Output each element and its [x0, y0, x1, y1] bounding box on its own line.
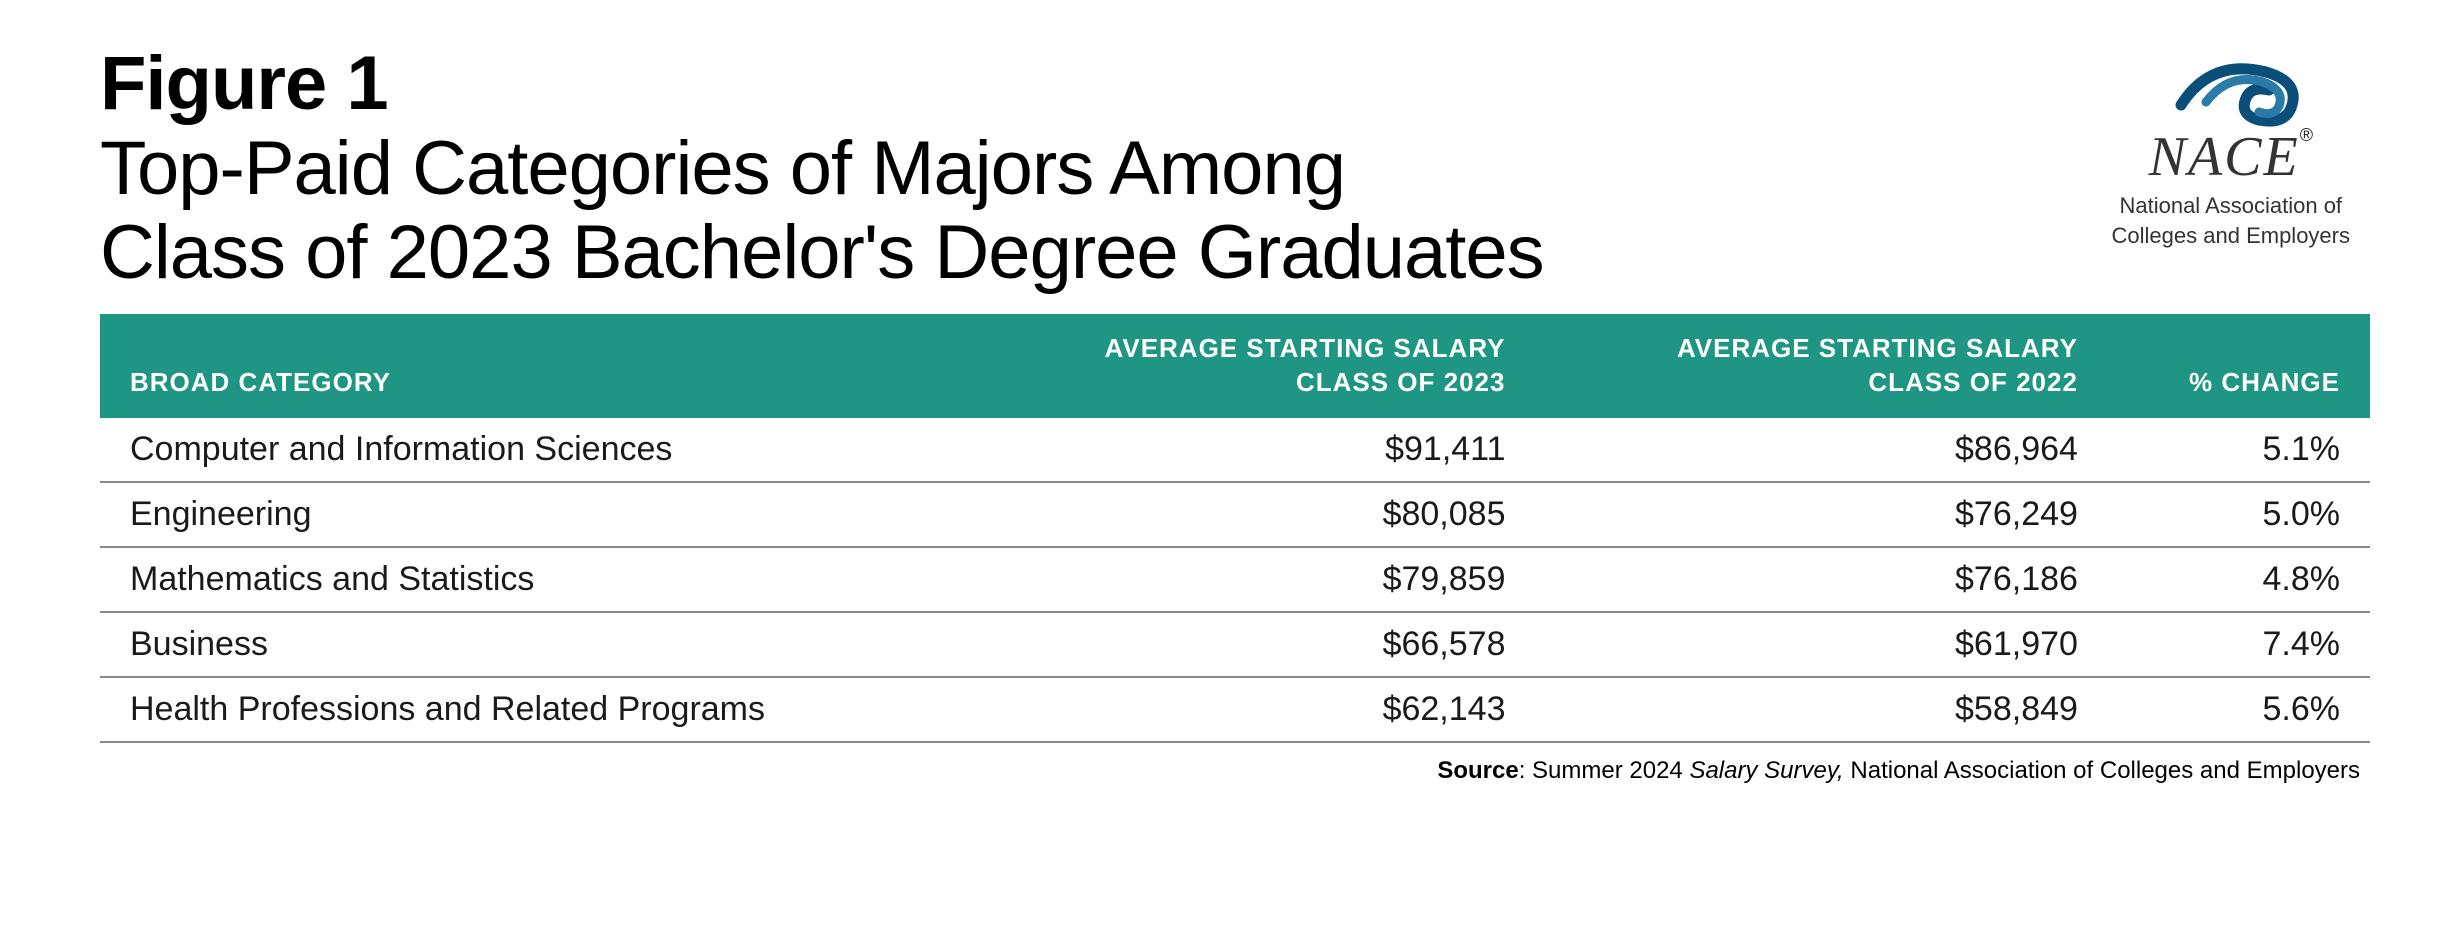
col-salary-2023-l2: CLASS OF 2023	[1296, 367, 1506, 397]
source-survey: Salary Survey,	[1689, 757, 1843, 784]
cell-category: Computer and Information Sciences	[100, 418, 963, 482]
table-row: Mathematics and Statistics $79,859 $76,1…	[100, 547, 2370, 612]
cell-s2023: $80,085	[963, 482, 1535, 547]
col-category: BROAD CATEGORY	[100, 314, 963, 418]
logo-subtitle-1: National Association of	[2112, 193, 2350, 219]
cell-change: 5.1%	[2108, 418, 2370, 482]
title-block: Figure 1 Top-Paid Categories of Majors A…	[100, 40, 2112, 294]
figure-title-line2: Class of 2023 Bachelor's Degree Graduate…	[100, 211, 2112, 295]
cell-s2022: $76,249	[1535, 482, 2107, 547]
logo-subtitle-2: Colleges and Employers	[2112, 223, 2350, 249]
col-salary-2022-l2: CLASS OF 2022	[1868, 367, 2078, 397]
nace-logo: NACE® National Association of Colleges a…	[2112, 50, 2350, 250]
cell-s2022: $76,186	[1535, 547, 2107, 612]
cell-category: Mathematics and Statistics	[100, 547, 963, 612]
registered-mark: ®	[2300, 125, 2313, 145]
salary-table: BROAD CATEGORY AVERAGE STARTING SALARY C…	[100, 314, 2370, 743]
table-row: Engineering $80,085 $76,249 5.0%	[100, 482, 2370, 547]
cell-category: Health Professions and Related Programs	[100, 677, 963, 742]
figure-header: Figure 1 Top-Paid Categories of Majors A…	[100, 40, 2370, 294]
col-salary-2023: AVERAGE STARTING SALARY CLASS OF 2023	[963, 314, 1535, 418]
col-salary-2023-l1: AVERAGE STARTING SALARY	[1105, 333, 1506, 363]
source-label: Source	[1437, 757, 1518, 784]
cell-s2022: $86,964	[1535, 418, 2107, 482]
cell-s2023: $62,143	[963, 677, 1535, 742]
cell-s2023: $66,578	[963, 612, 1535, 677]
table-body: Computer and Information Sciences $91,41…	[100, 418, 2370, 742]
source-org: National Association of Colleges and Emp…	[1844, 757, 2360, 784]
cell-category: Business	[100, 612, 963, 677]
cell-change: 4.8%	[2108, 547, 2370, 612]
figure-number: Figure 1	[100, 40, 2112, 127]
cell-change: 5.0%	[2108, 482, 2370, 547]
source-prefix: : Summer 2024	[1519, 757, 1690, 784]
logo-wordmark-row: NACE®	[2112, 125, 2350, 189]
table-row: Computer and Information Sciences $91,41…	[100, 418, 2370, 482]
cell-s2022: $58,849	[1535, 677, 2107, 742]
cell-s2022: $61,970	[1535, 612, 2107, 677]
col-salary-2022-l1: AVERAGE STARTING SALARY	[1677, 333, 2078, 363]
cell-category: Engineering	[100, 482, 963, 547]
cell-change: 7.4%	[2108, 612, 2370, 677]
col-change: % CHANGE	[2108, 314, 2370, 418]
cell-change: 5.6%	[2108, 677, 2370, 742]
table-row: Business $66,578 $61,970 7.4%	[100, 612, 2370, 677]
cell-s2023: $91,411	[963, 418, 1535, 482]
table-header-row: BROAD CATEGORY AVERAGE STARTING SALARY C…	[100, 314, 2370, 418]
cell-s2023: $79,859	[963, 547, 1535, 612]
logo-wordmark: NACE	[2149, 126, 2300, 188]
col-salary-2022: AVERAGE STARTING SALARY CLASS OF 2022	[1535, 314, 2107, 418]
table-row: Health Professions and Related Programs …	[100, 677, 2370, 742]
swirl-icon	[2151, 50, 2311, 130]
source-line: Source: Summer 2024 Salary Survey, Natio…	[100, 757, 2370, 785]
figure-title-line1: Top-Paid Categories of Majors Among	[100, 127, 2112, 211]
